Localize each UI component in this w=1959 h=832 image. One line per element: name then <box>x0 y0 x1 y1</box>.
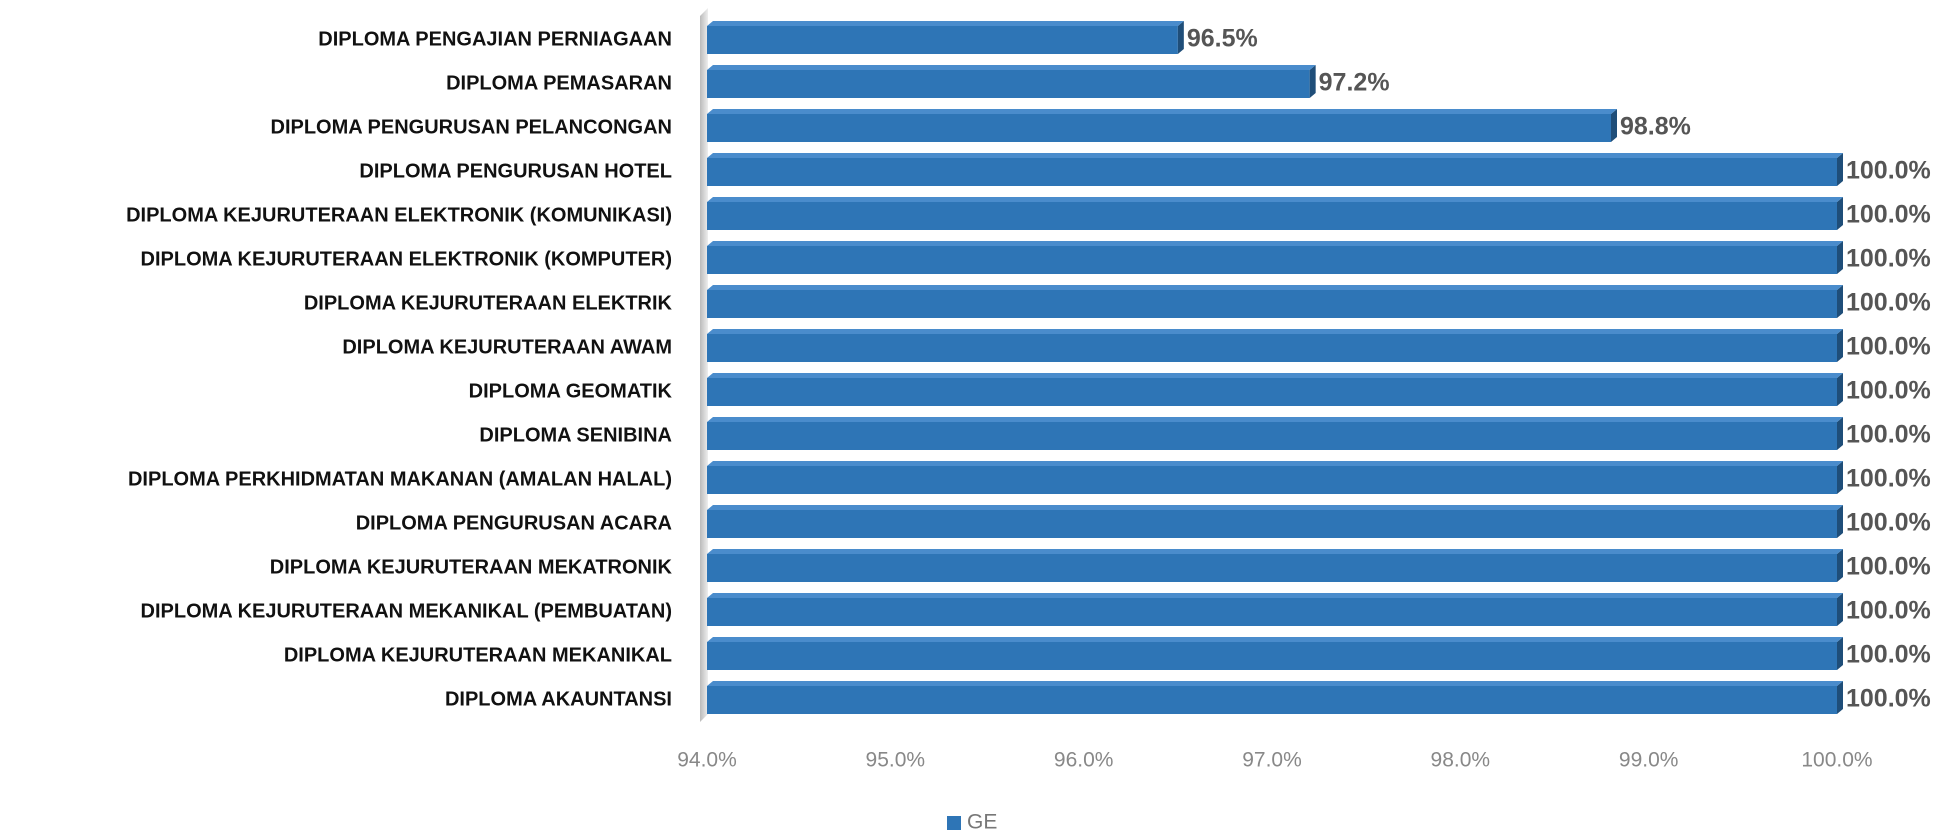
value-label: 100.0% <box>1846 333 1931 361</box>
legend-label: GE <box>967 811 997 832</box>
value-label: 100.0% <box>1846 597 1931 625</box>
bar <box>707 378 1837 406</box>
axis-wall <box>700 8 708 722</box>
bar-end <box>1177 21 1184 54</box>
x-tick-label: 100.0% <box>1801 749 1872 772</box>
bar-end <box>1837 461 1843 494</box>
value-label: 100.0% <box>1846 377 1931 405</box>
value-label: 100.0% <box>1846 245 1931 273</box>
value-label: 98.8% <box>1620 113 1691 141</box>
bar <box>707 246 1837 274</box>
category-label: DIPLOMA KEJURUTERAAN ELEKTRONIK (KOMUNIK… <box>126 204 672 226</box>
category-label: DIPLOMA PENGURUSAN HOTEL <box>359 160 672 182</box>
bar-top <box>707 549 1843 554</box>
x-tick-label: 98.0% <box>1431 749 1491 772</box>
bar-end <box>1309 65 1316 98</box>
bar-top <box>707 461 1843 466</box>
category-label: DIPLOMA PEMASARAN <box>446 72 672 94</box>
bar <box>707 70 1310 98</box>
bar <box>707 598 1837 626</box>
bar-top <box>707 109 1617 114</box>
bar-top <box>707 153 1843 158</box>
bar-top <box>707 197 1843 202</box>
bar-end <box>1611 109 1617 142</box>
value-label: 97.2% <box>1319 69 1390 97</box>
bar-end <box>1837 241 1843 274</box>
x-tick-label: 96.0% <box>1054 749 1114 772</box>
bar-end <box>1837 505 1843 538</box>
bar <box>707 202 1837 230</box>
value-label: 100.0% <box>1846 201 1931 229</box>
value-label: 100.0% <box>1846 641 1931 669</box>
x-tick-label: 95.0% <box>866 749 926 772</box>
bar-end <box>1837 285 1843 318</box>
bar-end <box>1837 417 1843 450</box>
bar-top <box>707 637 1843 642</box>
value-label: 100.0% <box>1846 553 1931 581</box>
bar-end <box>1837 329 1843 362</box>
value-label: 100.0% <box>1846 685 1931 713</box>
bar-top <box>707 329 1843 334</box>
value-label: 100.0% <box>1846 157 1931 185</box>
bar <box>707 422 1837 450</box>
bar-top <box>707 65 1316 70</box>
bar-end <box>1837 681 1843 714</box>
bar-top <box>707 285 1843 290</box>
category-label: DIPLOMA KEJURUTERAAN MEKANIKAL (PEMBUATA… <box>141 600 672 622</box>
category-label: DIPLOMA GEOMATIK <box>469 380 673 402</box>
category-label: DIPLOMA KEJURUTERAAN ELEKTRIK <box>304 292 673 314</box>
bar-end <box>1837 197 1843 230</box>
category-label: DIPLOMA KEJURUTERAAN AWAM <box>342 336 672 358</box>
x-tick-label: 99.0% <box>1619 749 1679 772</box>
bar-end <box>1837 373 1843 406</box>
category-label: DIPLOMA PENGAJIAN PERNIAGAAN <box>318 28 672 50</box>
value-label: 96.5% <box>1187 25 1258 53</box>
bar <box>707 114 1611 142</box>
value-label: 100.0% <box>1846 421 1931 449</box>
category-label: DIPLOMA KEJURUTERAAN ELEKTRONIK (KOMPUTE… <box>141 248 672 270</box>
bar <box>707 554 1837 582</box>
value-label: 100.0% <box>1846 509 1931 537</box>
x-tick-label: 94.0% <box>677 749 737 772</box>
category-label: DIPLOMA PENGURUSAN ACARA <box>356 512 672 534</box>
bar-end <box>1837 549 1843 582</box>
bar <box>707 334 1837 362</box>
bar <box>707 642 1837 670</box>
value-label: 100.0% <box>1846 465 1931 493</box>
bar <box>707 158 1837 186</box>
category-label: DIPLOMA PERKHIDMATAN MAKANAN (AMALAN HAL… <box>128 468 672 490</box>
bar-top <box>707 373 1843 378</box>
bar-top <box>707 417 1843 422</box>
bar <box>707 686 1837 714</box>
category-label: DIPLOMA KEJURUTERAAN MEKANIKAL <box>284 644 672 666</box>
category-label: DIPLOMA PENGURUSAN PELANCONGAN <box>271 116 673 138</box>
bar-top <box>707 21 1184 26</box>
category-label: DIPLOMA AKAUNTANSI <box>445 688 672 710</box>
bar-top <box>707 241 1843 246</box>
bar <box>707 466 1837 494</box>
category-label: DIPLOMA SENIBINA <box>479 424 672 446</box>
bar-top <box>707 593 1843 598</box>
bar-end <box>1837 637 1843 670</box>
bar <box>707 290 1837 318</box>
bar-end <box>1837 593 1843 626</box>
bar-top <box>707 505 1843 510</box>
value-label: 100.0% <box>1846 289 1931 317</box>
category-label: DIPLOMA KEJURUTERAAN MEKATRONIK <box>270 556 673 578</box>
bar-end <box>1837 153 1843 186</box>
bar <box>707 26 1178 54</box>
bar-top <box>707 681 1843 686</box>
x-tick-label: 97.0% <box>1242 749 1302 772</box>
bar <box>707 510 1837 538</box>
legend-swatch <box>947 816 961 830</box>
